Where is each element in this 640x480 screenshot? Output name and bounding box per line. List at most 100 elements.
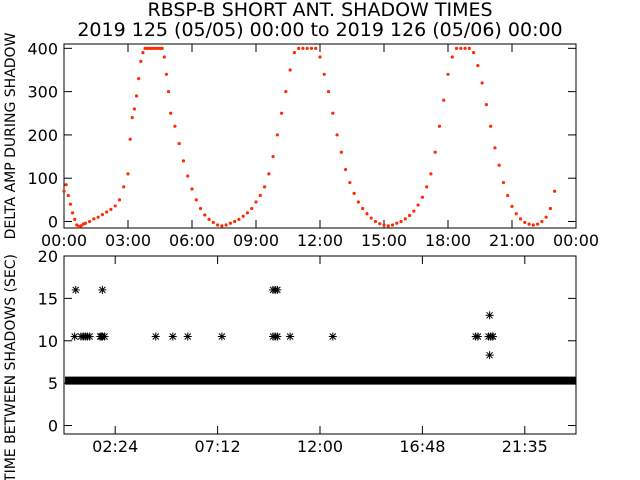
data-point (186, 174, 190, 178)
x-tick-label: 12:00 (297, 437, 343, 456)
data-point (166, 90, 171, 94)
top-plot-frame (63, 43, 577, 229)
x-tick-label: 07:12 (195, 437, 241, 456)
data-point (228, 221, 232, 225)
data-point (258, 193, 262, 198)
data-point (254, 200, 258, 204)
data-point (531, 223, 535, 227)
data-point (322, 72, 326, 76)
y-tick-label: 5 (48, 374, 58, 393)
data-point (467, 46, 471, 50)
data-point (134, 94, 139, 98)
x-tick-label: 21:35 (502, 437, 548, 456)
data-point (237, 217, 241, 221)
data-point (446, 72, 450, 76)
data-point (356, 200, 360, 204)
data-point (73, 217, 77, 221)
data-point (113, 204, 117, 208)
data-point (126, 172, 130, 176)
y-tick-label: 15 (38, 289, 58, 308)
data-point (66, 193, 70, 198)
data-point (314, 46, 318, 50)
y-tick-label: 100 (27, 169, 58, 188)
x-tick-label: 06:00 (169, 231, 215, 250)
data-point (280, 111, 284, 115)
data-point (64, 183, 68, 187)
data-point (220, 224, 224, 228)
data-point (168, 332, 177, 341)
data-point (62, 189, 66, 193)
data-point (420, 195, 424, 199)
data-point (203, 213, 207, 217)
data-point (245, 211, 250, 215)
data-point (194, 198, 198, 202)
x-tick-label: 00:00 (41, 231, 87, 250)
data-point (486, 332, 495, 341)
data-point (527, 222, 531, 226)
data-point (198, 206, 203, 211)
data-point (473, 332, 482, 341)
data-point (352, 191, 356, 195)
data-point (216, 223, 220, 227)
data-point (273, 285, 282, 294)
data-point (70, 211, 75, 215)
data-point (79, 224, 83, 228)
data-point (416, 203, 420, 207)
data-point (544, 215, 548, 219)
data-point (365, 212, 369, 216)
data-point (286, 332, 295, 341)
bottom-y-axis-label: TIME BETWEEN SHADOWS (SEC) (3, 254, 19, 480)
data-point (190, 187, 194, 191)
x-tick-label: 18:00 (425, 231, 471, 250)
data-point (284, 90, 288, 94)
data-point (548, 206, 553, 211)
bottom-panel: 02:24 07:12 12:00 16:48 21:35 0 5 10 15 20 TIME B… (3, 247, 577, 480)
data-point (518, 217, 523, 221)
data-point (344, 167, 348, 172)
data-point (489, 124, 493, 128)
data-point (485, 351, 494, 360)
chart-subtitle: 2019 125 (05/05) 00:00 to 2019 126 (05/0… (77, 19, 562, 41)
data-point (98, 285, 107, 294)
data-point (459, 46, 463, 50)
data-point (369, 216, 373, 220)
data-point (85, 332, 94, 341)
data-point (183, 332, 192, 341)
data-point (88, 219, 92, 224)
x-tick-label: 02:24 (92, 437, 138, 456)
data-point (139, 59, 143, 63)
dense-marker-band (65, 376, 577, 385)
data-point (68, 202, 72, 206)
data-point (217, 332, 226, 341)
data-point (450, 55, 454, 59)
data-point (536, 222, 540, 226)
data-point (250, 206, 254, 211)
data-point (297, 46, 301, 50)
data-point (437, 124, 442, 128)
data-point (476, 64, 480, 68)
data-point (262, 185, 267, 189)
data-point (506, 193, 510, 198)
data-point (169, 111, 173, 115)
x-tick-label: 09:00 (233, 231, 279, 250)
bottom-data-points (70, 285, 497, 360)
data-point (318, 55, 322, 59)
y-tick-label: 400 (27, 39, 58, 58)
data-point (408, 213, 412, 218)
x-tick-label: 00:00 (553, 231, 599, 250)
data-point (399, 219, 403, 224)
data-point (117, 198, 122, 202)
data-point (485, 311, 494, 320)
data-point (122, 185, 126, 189)
data-point (100, 332, 109, 341)
data-point (412, 209, 416, 213)
data-point (211, 220, 215, 224)
data-point (463, 46, 467, 50)
data-point (71, 285, 80, 294)
data-point (241, 214, 245, 218)
data-point (429, 172, 433, 176)
data-point (288, 68, 292, 72)
data-point (361, 206, 365, 211)
data-point (137, 77, 141, 81)
x-tick-label: 16:48 (399, 437, 445, 456)
